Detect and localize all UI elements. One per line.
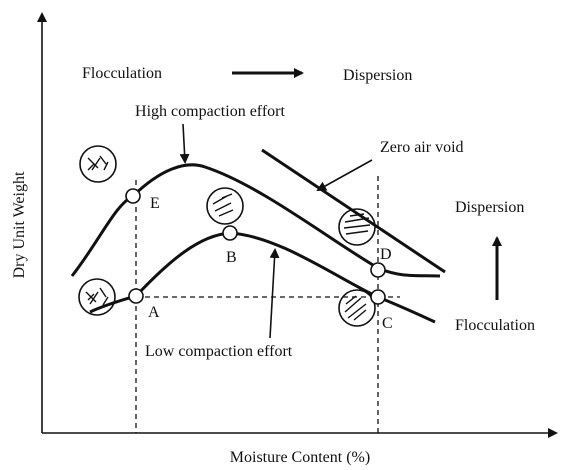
- arrow: [316, 159, 373, 191]
- side-label: Dispersion: [455, 199, 524, 216]
- particle-circle: [338, 289, 376, 327]
- y-axis-label: Dry Unit Weight: [11, 171, 28, 278]
- curve-label: High compaction effort: [135, 103, 285, 120]
- point-label: B: [226, 249, 237, 266]
- point-label: D: [380, 246, 392, 263]
- zero-air-void-line: [261, 148, 446, 274]
- point: [370, 289, 386, 305]
- arrow: [179, 123, 190, 164]
- top-label: Flocculation: [82, 65, 162, 82]
- arrow: [269, 248, 280, 339]
- point-label: A: [148, 304, 160, 321]
- particle-circle: [79, 145, 117, 183]
- point-label: E: [150, 195, 160, 212]
- high-curve: [70, 163, 441, 278]
- point: [125, 188, 141, 204]
- side-label: Flocculation: [455, 317, 535, 334]
- particle-circle: [78, 278, 116, 316]
- point-label: C: [382, 315, 393, 332]
- point: [370, 262, 386, 278]
- top-label: Dispersion: [343, 67, 412, 84]
- particle-circle: [206, 187, 244, 225]
- particle-circle: [338, 208, 376, 246]
- x-axis-label: Moisture Content (%): [230, 449, 370, 466]
- point: [128, 288, 144, 304]
- curve-label: Zero air void: [380, 139, 464, 156]
- point: [222, 225, 238, 241]
- curve-label: Low compaction effort: [145, 343, 293, 360]
